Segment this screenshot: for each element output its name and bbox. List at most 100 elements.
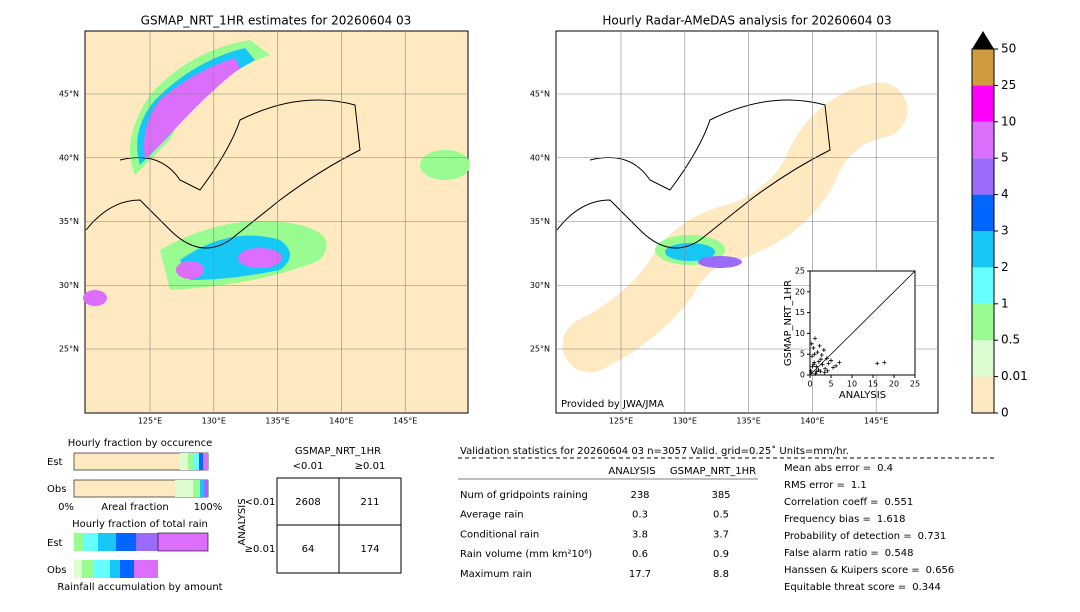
- rain-area: [180, 235, 290, 280]
- score-value: 1.1: [851, 480, 867, 491]
- bar: [180, 453, 188, 470]
- x-tick-label: 0: [807, 380, 812, 389]
- scatter-point: [829, 358, 833, 363]
- scatter-point: [816, 359, 821, 364]
- bar: [175, 480, 193, 497]
- score: Probability of detection = 0.731: [784, 531, 946, 542]
- bar: [84, 533, 98, 551]
- lon-label: 140°E: [329, 417, 353, 426]
- bar: [188, 453, 194, 470]
- score-label: RMS error =: [784, 480, 845, 491]
- diagonal: [809, 270, 916, 376]
- colorbar-label: 0.01: [1001, 369, 1028, 383]
- bar: [200, 480, 204, 497]
- row-label: Est: [47, 457, 63, 468]
- lon-label: 130°E: [202, 417, 226, 426]
- scatter-point: [823, 366, 828, 371]
- score-value: 0.656: [926, 565, 955, 576]
- bar: [116, 533, 136, 551]
- cell: 64: [302, 544, 315, 555]
- fraction-bars: [73, 452, 209, 578]
- colorbar-label: 3: [1001, 224, 1009, 238]
- scatter-point: [831, 365, 836, 370]
- colorbar-label: 4: [1001, 187, 1009, 201]
- colorbar-label: 5: [1001, 151, 1009, 165]
- scatter-point: [812, 352, 817, 357]
- lon-label: 145°E: [864, 417, 888, 426]
- axis-label: 100%: [194, 502, 223, 513]
- colorbar-extend: [972, 31, 994, 49]
- colorbar-label: 25: [1001, 78, 1016, 92]
- colorbar-segment: [972, 158, 994, 195]
- score: Equitable threat score = 0.344: [784, 582, 941, 593]
- stat-name: Num of gridpoints raining: [460, 490, 588, 501]
- scatter-point: [822, 370, 827, 375]
- stat-value: 0.5: [713, 510, 729, 521]
- scatter-point: [809, 341, 814, 346]
- bar: [134, 560, 158, 578]
- caption: Rainfall accumulation by amount: [57, 582, 222, 593]
- stat-name: Maximum rain: [460, 569, 532, 580]
- y-tick-label: 10: [795, 329, 805, 338]
- scatter-point: [813, 371, 818, 376]
- stat-value: 3.8: [632, 529, 648, 540]
- y-tick-label: 15: [795, 308, 805, 317]
- scatter-point: [821, 348, 826, 353]
- x-tick-label: 20: [889, 380, 899, 389]
- stat-value: 17.7: [629, 569, 651, 580]
- axis-label: Areal fraction: [101, 502, 168, 513]
- x-tick-label: 15: [868, 380, 878, 389]
- bar: [194, 453, 199, 470]
- stat-name: Conditional rain: [460, 529, 539, 540]
- row-header: ≥0.01: [245, 544, 276, 555]
- lon-label: 130°E: [673, 417, 697, 426]
- lat-label: 40°N: [59, 153, 79, 162]
- scatter-point: [813, 336, 818, 341]
- score-label: Frequency bias =: [784, 514, 871, 525]
- table-title: GSMAP_NRT_1HR: [295, 446, 381, 457]
- axis-label: 0%: [58, 502, 74, 513]
- scatter-point: [810, 354, 815, 359]
- rain-area: [420, 150, 470, 180]
- bar: [94, 560, 110, 578]
- score-label: False alarm ratio =: [784, 548, 879, 559]
- score: RMS error = 1.1: [784, 480, 867, 491]
- score-value: 0.551: [885, 497, 914, 508]
- col-header: GSMAP_NRT_1HR: [670, 466, 756, 477]
- row-label: Est: [47, 538, 63, 549]
- colorbar-segment: [972, 85, 994, 122]
- col-header: <0.01: [293, 461, 324, 472]
- lat-label: 25°N: [59, 345, 79, 354]
- lat-label: 35°N: [530, 217, 550, 226]
- scatter-point: [882, 360, 887, 365]
- lon-label: 135°E: [736, 417, 760, 426]
- lon-label: 140°E: [800, 417, 824, 426]
- colorbar-label: 0: [1001, 406, 1009, 420]
- scatter-point: [818, 357, 823, 362]
- colorbar-segment: [972, 376, 994, 413]
- scatter-point: [818, 369, 823, 374]
- scatter-point: [814, 369, 819, 374]
- colorbar-segment: [972, 194, 994, 231]
- score-value: 0.344: [912, 582, 941, 593]
- scatter-point: [811, 345, 816, 350]
- scatter-point: [808, 368, 813, 373]
- stat-name: Average rain: [460, 510, 524, 521]
- scatter-point: [815, 350, 820, 355]
- rain-area: [130, 40, 270, 175]
- scatter-point: [809, 370, 814, 375]
- bar: [110, 560, 120, 578]
- colorbar-segment: [972, 340, 994, 377]
- bar: [74, 560, 82, 578]
- y-tick-label: 20: [795, 287, 805, 296]
- bar: [157, 532, 209, 552]
- bar: [82, 560, 94, 578]
- lat-label: 45°N: [530, 90, 550, 99]
- lon-label: 145°E: [393, 417, 417, 426]
- bar: [199, 453, 203, 470]
- lat-label: 35°N: [59, 217, 79, 226]
- bar: [204, 480, 208, 497]
- y-axis-label: GSMAP_NRT_1HR: [783, 280, 794, 366]
- score-label: Equitable threat score =: [784, 582, 906, 593]
